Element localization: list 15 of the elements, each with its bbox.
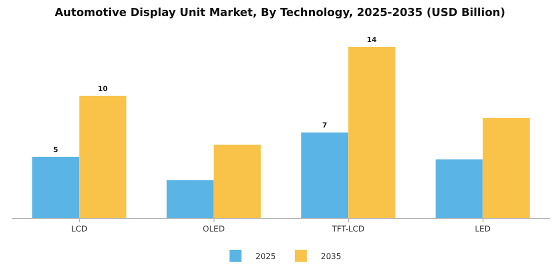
chart-title: Automotive Display Unit Market, By Technology, 2025-2035 (USD Billion) bbox=[54, 6, 506, 20]
bar bbox=[436, 159, 483, 218]
bar bbox=[214, 144, 261, 218]
bar bbox=[166, 180, 214, 218]
bar bbox=[348, 47, 396, 218]
bar bbox=[32, 156, 80, 218]
bar bbox=[79, 96, 126, 218]
x-tick-label: OLED bbox=[202, 224, 225, 234]
x-tick-label: TFT-LCD bbox=[330, 224, 365, 234]
legend-label: 2025 bbox=[256, 252, 276, 262]
bar bbox=[301, 132, 348, 218]
x-tick-label: LED bbox=[474, 224, 491, 234]
legend-label: 2035 bbox=[320, 252, 342, 262]
bar bbox=[482, 118, 530, 218]
x-tick-label: LCD bbox=[71, 224, 88, 234]
